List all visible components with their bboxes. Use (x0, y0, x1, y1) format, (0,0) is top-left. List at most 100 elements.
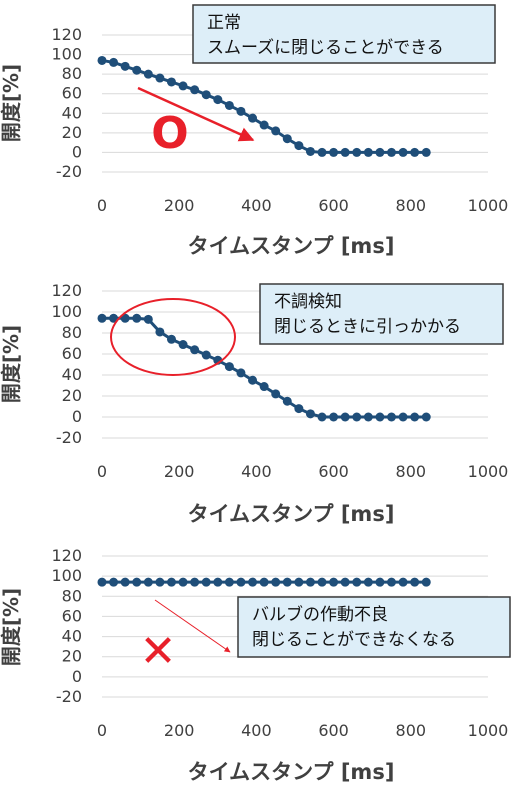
x-tick-label: 200 (164, 721, 195, 740)
y-tick-label: 60 (62, 84, 82, 103)
x-tick-label: 200 (164, 462, 195, 481)
callout-line-2: スムーズに閉じることができる (207, 38, 444, 58)
y-tick-label: 100 (51, 566, 82, 585)
y-tick-label: 60 (62, 606, 82, 625)
data-point (399, 413, 408, 422)
data-point (364, 578, 373, 587)
data-point (248, 376, 257, 385)
status-mark: O (151, 108, 188, 159)
data-point (236, 107, 245, 116)
data-point (121, 62, 130, 71)
data-point (225, 362, 234, 371)
data-point (294, 404, 303, 413)
data-point (329, 148, 338, 157)
data-point (422, 413, 431, 422)
data-point (294, 141, 303, 150)
y-tick-label: 100 (51, 45, 82, 64)
data-point (294, 578, 303, 587)
y-tick-label: -20 (56, 428, 82, 447)
callout-line-2: 閉じることができなくなる (252, 630, 456, 650)
y-tick-label: 120 (51, 546, 82, 565)
callout-line-1: 正常 (207, 13, 241, 33)
y-tick-label: 40 (62, 103, 82, 122)
data-point (236, 578, 245, 587)
data-point (202, 90, 211, 99)
data-point (213, 578, 222, 587)
x-tick-label: 1000 (468, 462, 509, 481)
x-axis-title: タイムスタンプ [ms] (188, 234, 395, 258)
data-point (410, 148, 419, 157)
callout-line-2: 閉じるときに引っかかる (274, 317, 461, 337)
data-point (410, 578, 419, 587)
y-axis-title: 開度[%] (0, 64, 23, 142)
data-point (399, 148, 408, 157)
data-point (179, 578, 188, 587)
x-tick-label: 1000 (468, 721, 509, 740)
data-point (352, 578, 361, 587)
data-point (260, 578, 269, 587)
data-point (248, 114, 257, 123)
x-tick-label: 400 (241, 196, 272, 215)
data-point (341, 148, 350, 157)
data-point (167, 578, 176, 587)
data-point (375, 578, 384, 587)
data-point (283, 134, 292, 143)
data-point (306, 147, 315, 156)
data-point (271, 126, 280, 135)
x-tick-label: 0 (97, 462, 107, 481)
x-tick-label: 1000 (468, 196, 509, 215)
data-point (260, 121, 269, 130)
y-tick-label: -20 (56, 687, 82, 706)
data-point (318, 148, 327, 157)
x-tick-label: 600 (318, 721, 349, 740)
data-point (422, 148, 431, 157)
data-point (190, 345, 199, 354)
data-point (375, 413, 384, 422)
data-point (306, 578, 315, 587)
data-point (179, 340, 188, 349)
status-mark: ✕ (140, 626, 177, 677)
data-point (352, 148, 361, 157)
x-tick-label: 400 (241, 462, 272, 481)
y-tick-label: 100 (51, 302, 82, 321)
data-point (375, 148, 384, 157)
data-point (225, 101, 234, 110)
data-point (202, 578, 211, 587)
data-point (329, 413, 338, 422)
data-point (225, 578, 234, 587)
data-point (306, 409, 315, 418)
y-tick-label: 20 (62, 386, 82, 405)
data-point (236, 368, 245, 377)
y-tick-label: 20 (62, 123, 82, 142)
x-tick-label: 400 (241, 721, 272, 740)
data-point (190, 578, 199, 587)
x-tick-label: 0 (97, 196, 107, 215)
y-tick-label: 40 (62, 365, 82, 384)
data-point (341, 413, 350, 422)
y-tick-label: 120 (51, 25, 82, 44)
x-tick-label: 600 (318, 196, 349, 215)
data-point (132, 314, 141, 323)
data-point (399, 578, 408, 587)
y-tick-label: 60 (62, 344, 82, 363)
data-point (98, 56, 107, 65)
y-tick-label: 20 (62, 647, 82, 666)
callout-line-1: 不調検知 (274, 292, 342, 312)
data-point (318, 578, 327, 587)
data-point (213, 95, 222, 104)
x-tick-label: 800 (396, 196, 427, 215)
data-point (364, 148, 373, 157)
data-point (271, 389, 280, 398)
data-point (132, 578, 141, 587)
data-point (364, 413, 373, 422)
data-point (132, 66, 141, 75)
data-point (144, 315, 153, 324)
data-point (248, 578, 257, 587)
x-tick-label: 800 (396, 462, 427, 481)
callout-line-1: バルブの作動不良 (252, 604, 388, 625)
data-point (283, 578, 292, 587)
data-point (283, 397, 292, 406)
